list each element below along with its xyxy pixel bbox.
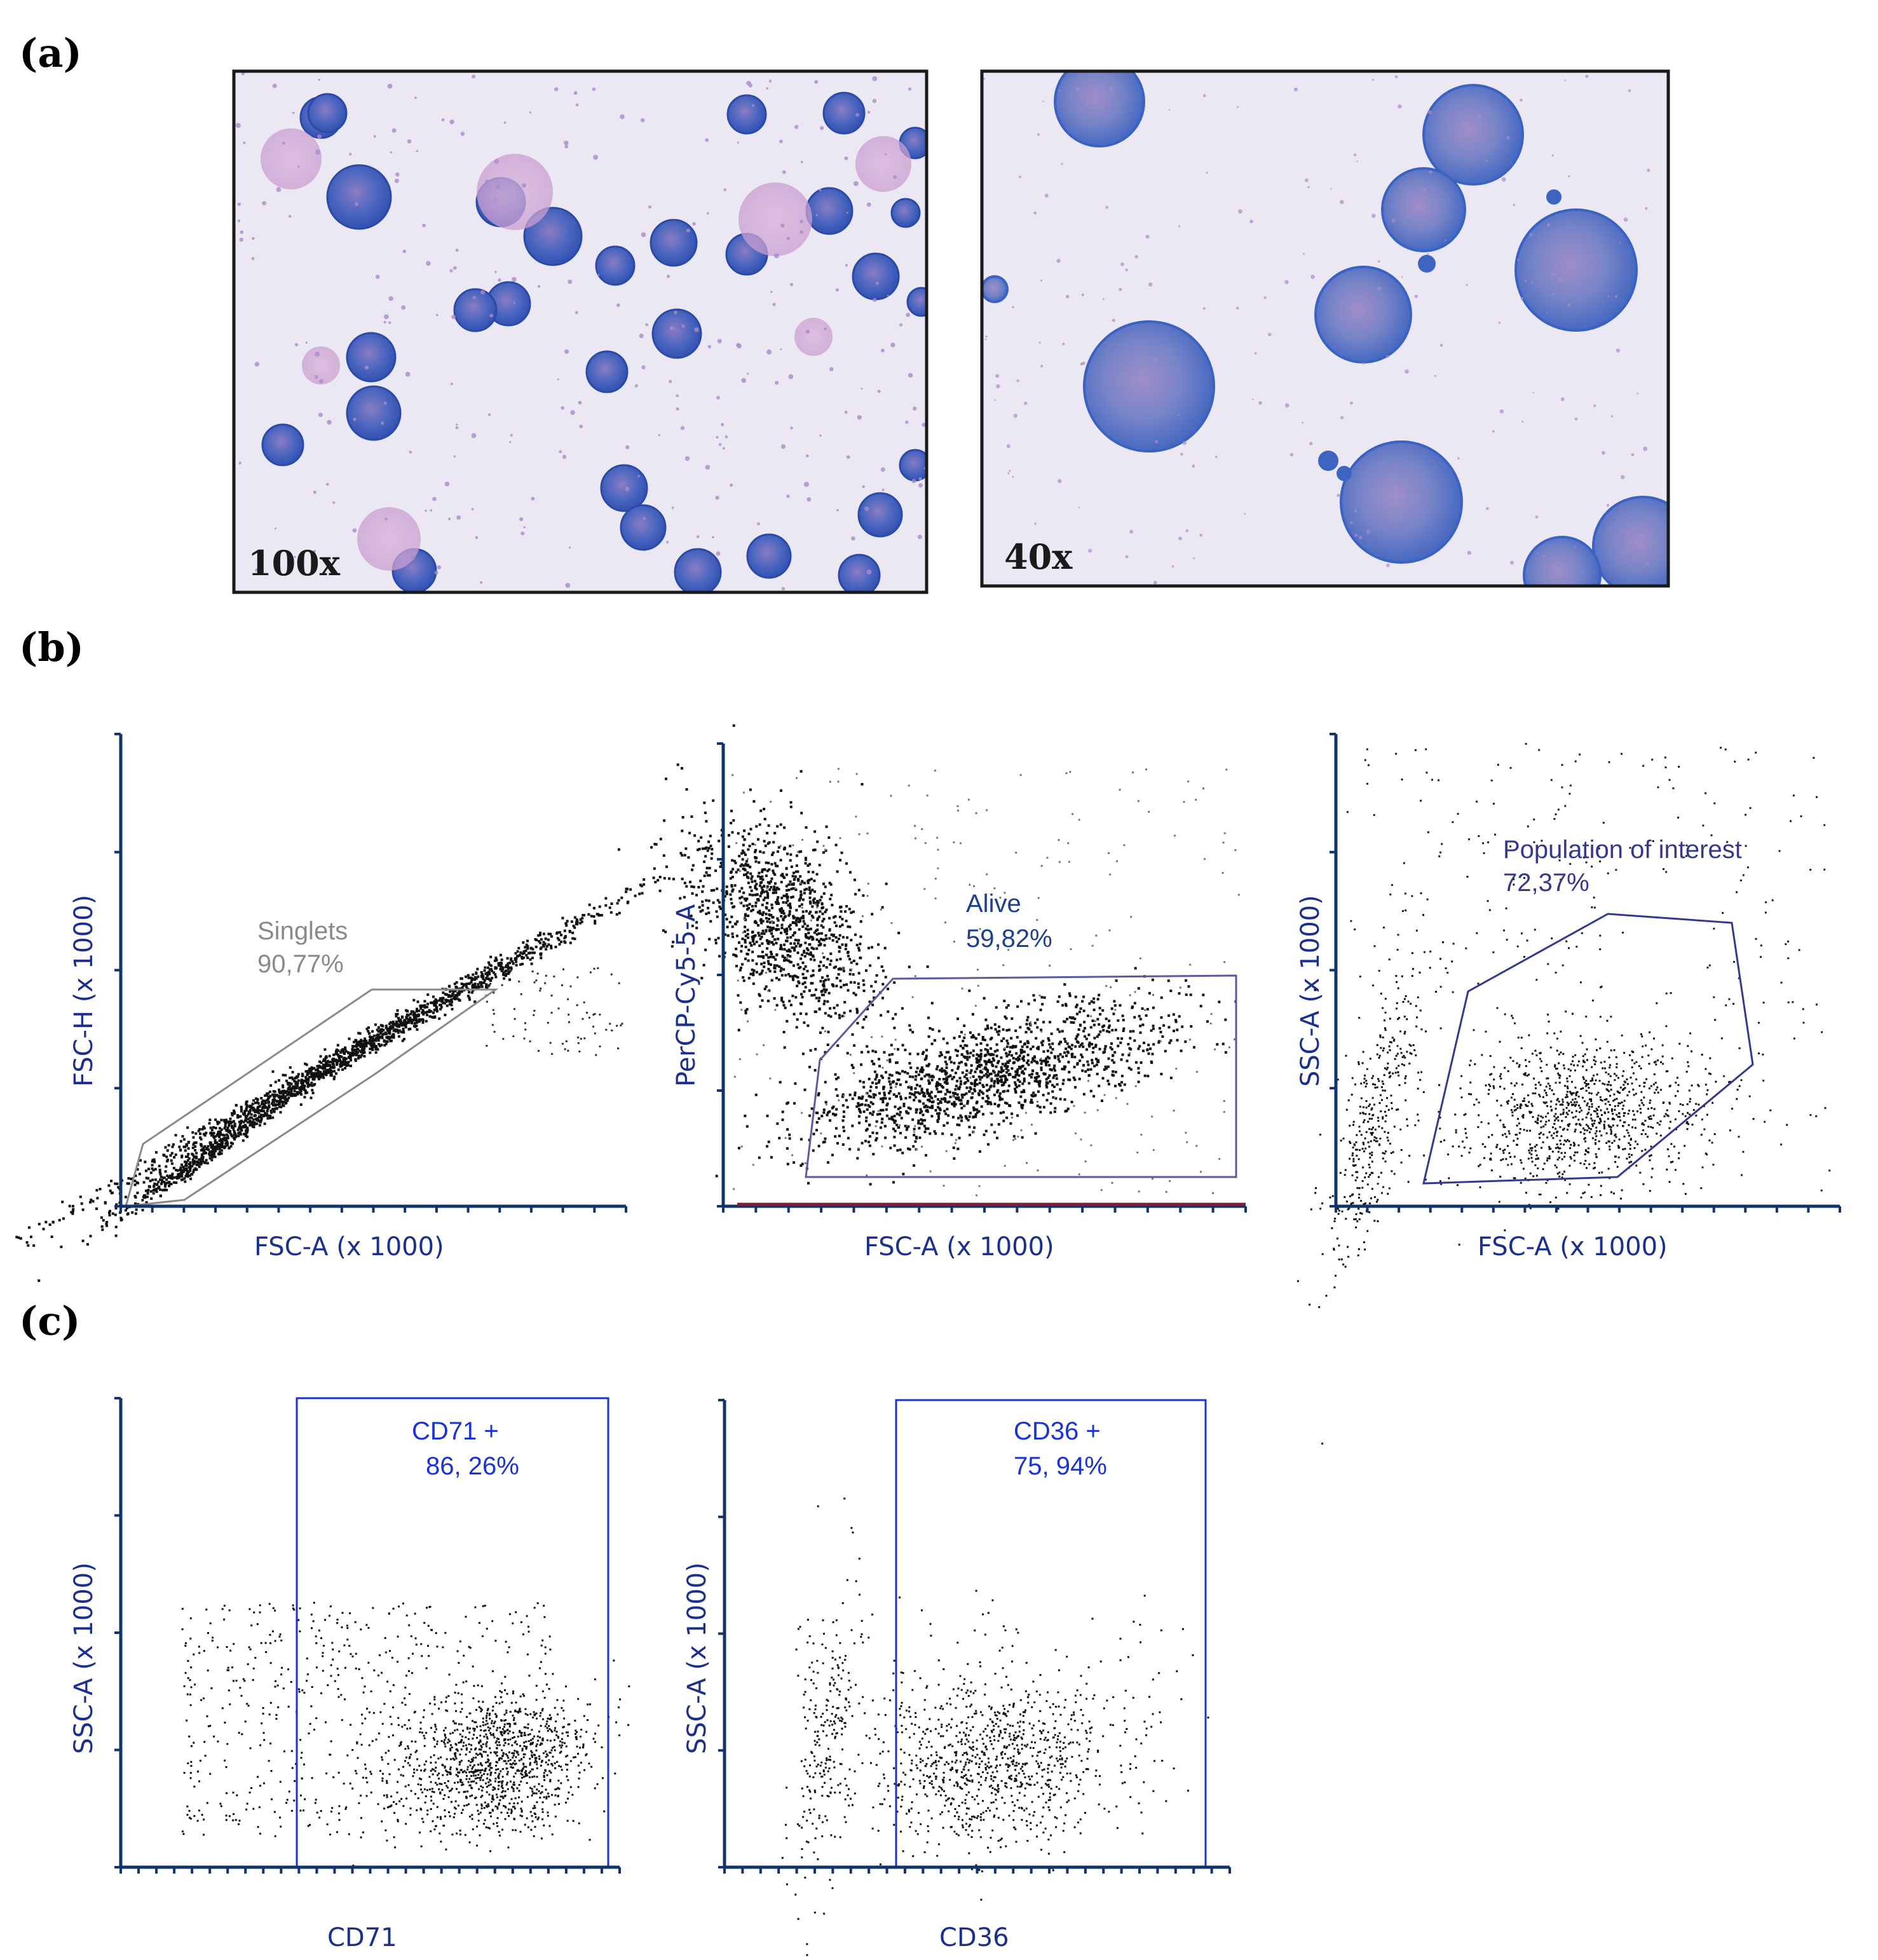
- gate-singlets: [124, 988, 499, 1208]
- scatter-dots: [1296, 742, 1831, 1445]
- gate-pct-alive: 59,82%: [966, 925, 1052, 953]
- x-axis-label-cd71: CD71: [327, 1923, 397, 1952]
- gate-label-population: Population of interest: [1503, 836, 1742, 864]
- scatter-dots: [181, 1602, 630, 1867]
- plot-alive: Alive 59,82% FSC-A (x 1000) PerCP-Cy5-5-…: [617, 724, 1317, 1262]
- y-axis-label-cd36: SSC-A (x 1000): [683, 1562, 712, 1754]
- plot-population: Population of interest 72,37% FSC-A (x 1…: [1296, 733, 1841, 1445]
- y-axis-label-singlets: FSC-H (x 1000): [69, 895, 99, 1087]
- panel-label-b: (b): [19, 624, 84, 670]
- gate-label-cd36: CD36 +: [1014, 1417, 1101, 1445]
- plot-singlets: Singlets 90,77% FSC-A (x 1000) FSC-H (x …: [15, 733, 761, 1283]
- x-axis-label-population: FSC-A (x 1000): [1478, 1232, 1668, 1262]
- x-axis-label-cd36: CD36: [939, 1923, 1009, 1952]
- micrograph-100x: 100x: [232, 69, 929, 594]
- y-axis-label-population: SSC-A (x 1000): [1296, 895, 1325, 1087]
- gate-pct-cd36: 75, 94%: [1014, 1452, 1107, 1480]
- micrograph-40x: 40x: [980, 69, 1670, 588]
- x-axis-label-alive: FSC-A (x 1000): [864, 1232, 1054, 1262]
- gate-population: [1422, 913, 1754, 1185]
- y-axis-label-cd71: SSC-A (x 1000): [69, 1562, 99, 1754]
- x-axis-label-singlets: FSC-A (x 1000): [254, 1232, 444, 1262]
- gate-label-cd71: CD71 +: [412, 1417, 499, 1445]
- gate-pct-singlets: 90,77%: [257, 950, 344, 978]
- y-axis-label-alive: PerCP-Cy5-5-A: [672, 904, 701, 1087]
- panel-label-c: (c): [19, 1298, 80, 1344]
- magnification-label-40x: 40x: [1004, 536, 1073, 577]
- gate-label-alive: Alive: [966, 890, 1021, 918]
- gate-pct-population: 72,37%: [1503, 869, 1589, 897]
- panel-label-a: (a): [19, 30, 82, 76]
- gate-alive: [805, 974, 1237, 1178]
- plot-cd36: CD36 + 75, 94% CD36 SSC-A (x 1000): [683, 1399, 1231, 1956]
- gate-pct-cd71: 86, 26%: [426, 1452, 519, 1480]
- scatter-dots: [781, 1497, 1209, 1956]
- gate-label-singlets: Singlets: [257, 917, 348, 945]
- plot-cd71: CD71 + 86, 26% CD71 SSC-A (x 1000): [69, 1397, 630, 1952]
- scatter-dots: [617, 724, 1317, 1197]
- magnification-label-100x: 100x: [248, 543, 341, 583]
